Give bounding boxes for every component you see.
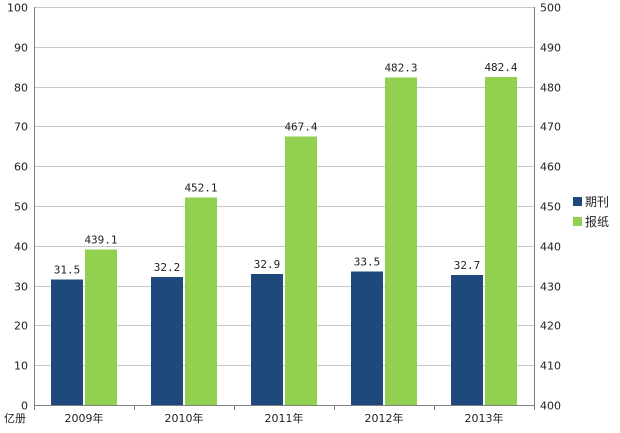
y-left-unit-label: 亿册 bbox=[4, 412, 26, 425]
legend-swatch bbox=[573, 217, 582, 226]
data-label: 32.2 bbox=[154, 261, 181, 274]
legend-label: 报纸 bbox=[585, 214, 609, 229]
bar-qikan bbox=[151, 276, 183, 405]
y-right-tick-label: 420 bbox=[540, 320, 561, 333]
axes: 0 400 10 410 20 420 30 430 40 440 50 450 60 460 70 470 8… bbox=[4, 2, 561, 426]
x-category-label: 2012年 bbox=[365, 411, 404, 425]
y-left-tick-label: 50 bbox=[14, 201, 28, 214]
y-right-tick-label: 410 bbox=[540, 360, 561, 373]
gridlines bbox=[34, 7, 534, 366]
bar-qikan bbox=[51, 279, 83, 405]
data-label: 482.3 bbox=[384, 61, 417, 74]
y-right-tick-label: 490 bbox=[540, 42, 561, 55]
data-label: 452.1 bbox=[184, 182, 217, 195]
y-right-tick-label: 450 bbox=[540, 201, 561, 214]
y-right-tick-label: 400 bbox=[540, 400, 561, 413]
y-left-tick-label: 10 bbox=[14, 360, 28, 373]
data-label: 32.9 bbox=[254, 258, 281, 271]
x-category-label: 2010年 bbox=[165, 411, 204, 425]
y-left-tick-label: 40 bbox=[14, 241, 28, 254]
bar-baozhi bbox=[85, 249, 117, 405]
legend-label: 期刊 bbox=[585, 195, 609, 209]
y-left-tick-label: 30 bbox=[14, 281, 28, 294]
data-label: 31.5 bbox=[54, 264, 81, 277]
x-category-label: 2013年 bbox=[465, 411, 504, 425]
bar-baozhi bbox=[385, 77, 417, 406]
bar-qikan bbox=[451, 274, 483, 405]
y-left-tick-label: 0 bbox=[21, 400, 28, 413]
bar-baozhi bbox=[185, 197, 217, 405]
data-label: 32.7 bbox=[454, 259, 481, 272]
bars bbox=[51, 77, 517, 406]
bar-qikan bbox=[351, 271, 383, 405]
y-right-tick-label: 480 bbox=[540, 82, 561, 95]
bar-qikan bbox=[251, 274, 283, 405]
data-label: 467.4 bbox=[284, 121, 317, 134]
legend-swatch bbox=[573, 197, 582, 206]
y-right-tick-label: 460 bbox=[540, 161, 561, 174]
y-left-tick-label: 100 bbox=[7, 2, 28, 15]
y-left-tick-label: 60 bbox=[14, 161, 28, 174]
y-right-tick-label: 470 bbox=[540, 121, 561, 134]
y-left-tick-label: 20 bbox=[14, 320, 28, 333]
y-right-tick-label: 500 bbox=[540, 2, 561, 15]
bar-baozhi bbox=[485, 77, 517, 405]
x-category-label: 2009年 bbox=[65, 411, 104, 425]
x-category-label: 2011年 bbox=[265, 411, 304, 425]
y-right-tick-label: 430 bbox=[540, 281, 561, 294]
data-label: 439.1 bbox=[84, 233, 117, 246]
data-label: 33.5 bbox=[354, 256, 381, 269]
y-right-tick-label: 440 bbox=[540, 241, 561, 254]
bar-baozhi bbox=[285, 136, 317, 406]
y-left-tick-label: 90 bbox=[14, 42, 28, 55]
y-left-tick-label: 80 bbox=[14, 82, 28, 95]
y-left-tick-label: 70 bbox=[14, 121, 28, 134]
data-label: 482.4 bbox=[484, 61, 517, 74]
data-labels: 31.5 439.1 32.2 452.1 32.9 467.4 33.5 482.3 32.7… bbox=[54, 61, 518, 277]
